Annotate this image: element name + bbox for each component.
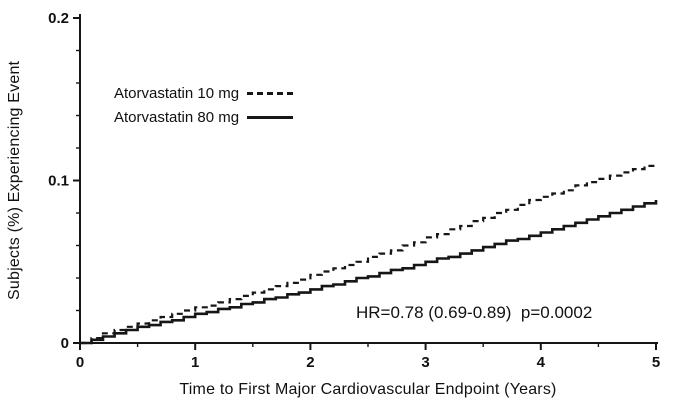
x-tick-label: 2	[306, 354, 314, 371]
y-tick-label: 0	[61, 335, 69, 352]
legend: Atorvastatin 10 mg Atorvastatin 80 mg	[114, 84, 294, 127]
x-tick-label: 5	[652, 354, 660, 371]
y-tick-label: 0.2	[48, 10, 69, 27]
hr-annotation: HR=0.78 (0.69-0.89) p=0.0002	[356, 303, 593, 322]
series-line-atorvastatin-10-mg	[80, 164, 658, 345]
legend-label: Atorvastatin 10 mg	[114, 85, 240, 102]
y-axis-label: Subjects (%) Experiencing Event	[6, 60, 23, 300]
x-tick-label: 3	[421, 354, 429, 371]
legend-label: Atorvastatin 80 mg	[114, 109, 240, 126]
y-tick-label: 0.1	[48, 173, 69, 190]
x-tick-label: 1	[191, 354, 199, 371]
x-axis-label: Time to First Major Cardiovascular Endpo…	[179, 381, 557, 398]
legend-item-atorvastatin-80mg: Atorvastatin 80 mg	[114, 108, 294, 127]
series-line-atorvastatin-80-mg	[80, 200, 658, 345]
dashed-line-sample-icon	[247, 92, 294, 95]
x-tick-label: 0	[76, 354, 84, 371]
legend-item-atorvastatin-10mg: Atorvastatin 10 mg	[114, 84, 294, 103]
solid-line-sample-icon	[247, 116, 294, 119]
x-tick-label: 4	[537, 354, 546, 371]
